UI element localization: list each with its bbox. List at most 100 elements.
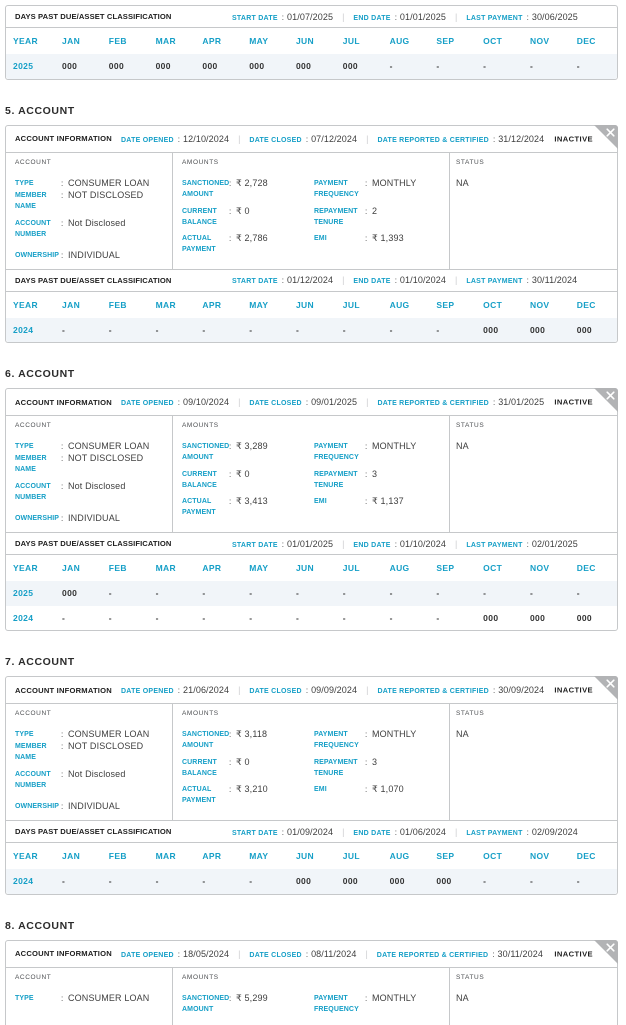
- close-icon[interactable]: [606, 679, 615, 688]
- dpd-header: DAYS PAST DUE/ASSET CLASSIFICATION START…: [6, 270, 617, 292]
- dpd-title: DAYS PAST DUE/ASSET CLASSIFICATION: [15, 827, 172, 836]
- field-ownership: OWNERSHIP: INDIVIDUAL: [15, 513, 121, 523]
- status-badge: INACTIVE: [554, 397, 593, 407]
- separator: |: [366, 397, 369, 407]
- dpd-value-2025-feb: 000: [108, 61, 125, 72]
- account-column-header: ACCOUNT: [15, 158, 52, 166]
- dpd-value-2024-apr: -: [202, 612, 206, 623]
- dpd-value-2025-dec: -: [576, 588, 580, 599]
- dpd-value-2024-jul: -: [342, 612, 346, 623]
- dpd-value-2024-nov: 000: [529, 612, 546, 623]
- month-column-header-mar: MAR: [155, 299, 177, 310]
- account-column: ACCOUNT TYPE: CONSUMER LOAN MEMBER NAME: N…: [6, 704, 173, 820]
- status-column: STATUS NA: [450, 153, 617, 269]
- close-icon[interactable]: [606, 942, 615, 952]
- dpd-value-2024-jun: 000: [295, 876, 312, 887]
- month-column-header-dec: DEC: [576, 563, 596, 573]
- dpd-table-row-2024: 2024 - - - - - - - - - 000 000 000: [6, 317, 617, 342]
- amounts-column-header: AMOUNTS: [182, 422, 219, 429]
- dpd-value-2025-oct: -: [483, 61, 487, 72]
- month-column-header-feb: FEB: [108, 299, 127, 310]
- status-column-header: STATUS: [456, 422, 485, 429]
- month-column-header-may: MAY: [249, 563, 269, 573]
- dpd-start-date: START DATE:01/09/2024: [232, 826, 334, 837]
- dpd-value-2025-jan: 000: [62, 588, 78, 599]
- account-info-title: ACCOUNT INFORMATION: [15, 685, 112, 695]
- month-column-header-mar: MAR: [155, 851, 177, 861]
- dpd-value-2024-oct: -: [483, 876, 487, 887]
- account-heading: 6. ACCOUNT: [5, 368, 75, 380]
- dpd-value-2024-feb: -: [108, 612, 112, 623]
- separator: |: [454, 11, 458, 22]
- dpd-value-2024-jan: -: [62, 612, 66, 623]
- dpd-start-date: START DATE:01/01/2025: [232, 538, 334, 549]
- amounts-column-header: AMOUNTS: [182, 158, 219, 166]
- dpd-value-2024-aug: 000: [389, 876, 405, 887]
- accounts-list: 5. ACCOUNT ACCOUNT INFORMATION DATE OPEN…: [0, 80, 626, 1025]
- dpd-section-account-4: DAYS PAST DUE/ASSET CLASSIFICATION START…: [5, 5, 618, 80]
- date-reported-certified: DATE REPORTED & CERTIFIED:31/12/2024: [377, 133, 545, 144]
- month-column-header-dec: DEC: [576, 36, 596, 46]
- month-column-header-oct: OCT: [483, 563, 503, 573]
- field-emi: EMI: ₹ 1,137: [314, 496, 404, 506]
- dpd-value-2024-nov: -: [529, 876, 534, 887]
- status-column-header: STATUS: [456, 710, 485, 717]
- field-repayment-tenure: REPAYMENT TENURE:2: [314, 205, 378, 226]
- month-column-header-sep: SEP: [436, 36, 455, 46]
- dpd-value-2024-apr: -: [202, 324, 206, 335]
- dpd-last-payment: LAST PAYMENT:02/09/2024: [466, 826, 578, 837]
- month-column-header-jul: JUL: [342, 36, 360, 46]
- dpd-value-2025-mar: -: [155, 588, 159, 599]
- dpd-start-date: START DATE:01/07/2025: [232, 11, 334, 22]
- month-column-header-jan: JAN: [62, 851, 81, 861]
- date-reported-certified: DATE REPORTED & CERTIFIED:31/01/2025: [377, 397, 545, 407]
- dpd-value-2024-jul: 000: [342, 876, 359, 887]
- month-column-header-nov: NOV: [529, 36, 550, 46]
- close-icon[interactable]: [606, 391, 615, 400]
- status-badge: INACTIVE: [554, 134, 593, 143]
- field-ownership: OWNERSHIP: INDIVIDUAL: [15, 801, 121, 811]
- year-cell: 2024: [13, 876, 34, 887]
- field-sanctioned-amount: SANCTIONED AMOUNT: ₹ 3,289: [182, 441, 268, 461]
- dpd-title: DAYS PAST DUE/ASSET CLASSIFICATION: [15, 275, 172, 285]
- month-column-header-feb: FEB: [108, 36, 127, 46]
- month-column-header-may: MAY: [249, 36, 269, 46]
- field-sanctioned-amount: SANCTIONED AMOUNT: ₹ 2,728: [182, 177, 268, 198]
- field-account-number: ACCOUNT NUMBER: Not Disclosed: [15, 481, 126, 501]
- month-column-header-nov: NOV: [529, 299, 550, 310]
- account-info-header: ACCOUNT INFORMATION DATE OPENED:12/10/20…: [6, 126, 617, 153]
- account-column-header: ACCOUNT: [15, 973, 52, 981]
- spacer: [0, 343, 626, 368]
- status-value: NA: [456, 441, 469, 451]
- field-repayment-tenure: REPAYMENT TENURE:3: [314, 469, 378, 489]
- dpd-table: YEAR JAN FEB MAR APR MAY JUN JUL AUG SEP OCT NOV DEC…: [6, 843, 617, 894]
- dpd-value-2024-mar: -: [155, 612, 159, 623]
- separator: |: [238, 948, 241, 959]
- account-details: ACCOUNT TYPE: CONSUMER LOAN MEMBER NAME: N…: [6, 416, 617, 533]
- month-column-header-oct: OCT: [483, 36, 503, 46]
- account-details: ACCOUNT TYPE: CONSUMER LOAN MEMBER NAME: N…: [6, 152, 617, 270]
- close-icon[interactable]: [606, 127, 615, 137]
- dpd-header: DAYS PAST DUE/ASSET CLASSIFICATION START…: [6, 821, 617, 843]
- month-column-header-aug: AUG: [389, 36, 410, 46]
- status-column: STATUS NA: [450, 968, 617, 1025]
- status-value: NA: [456, 177, 469, 188]
- account-heading: 5. ACCOUNT: [5, 104, 75, 117]
- dpd-value-2025-jan: 000: [62, 61, 78, 72]
- month-column-header-aug: AUG: [389, 851, 410, 861]
- dpd-last-payment: LAST PAYMENT:30/06/2025: [466, 11, 578, 22]
- dpd-value-2024-dec: 000: [576, 612, 592, 623]
- month-column-header-oct: OCT: [483, 299, 503, 310]
- dpd-value-2025-mar: 000: [155, 61, 171, 72]
- separator: |: [342, 275, 345, 285]
- field-type: TYPE: CONSUMER LOAN: [15, 177, 150, 188]
- dpd-start-date: START DATE:01/12/2024: [232, 275, 334, 285]
- dpd-table-header-row: YEAR JAN FEB MAR APR MAY JUN JUL AUG SEP OCT NOV DEC: [6, 292, 617, 318]
- account-section-7: 7. ACCOUNT ACCOUNT INFORMATION DATE OPEN…: [0, 631, 626, 895]
- status-column-header: STATUS: [456, 158, 485, 166]
- dpd-value-2024-jan: -: [62, 876, 66, 887]
- dpd-value-2025-aug: -: [389, 61, 393, 72]
- status-value: NA: [456, 729, 469, 739]
- dpd-table-row-2025: 2025 000 000 000 000 000 000 000 - - - - -: [6, 54, 617, 79]
- spacer: [0, 932, 626, 940]
